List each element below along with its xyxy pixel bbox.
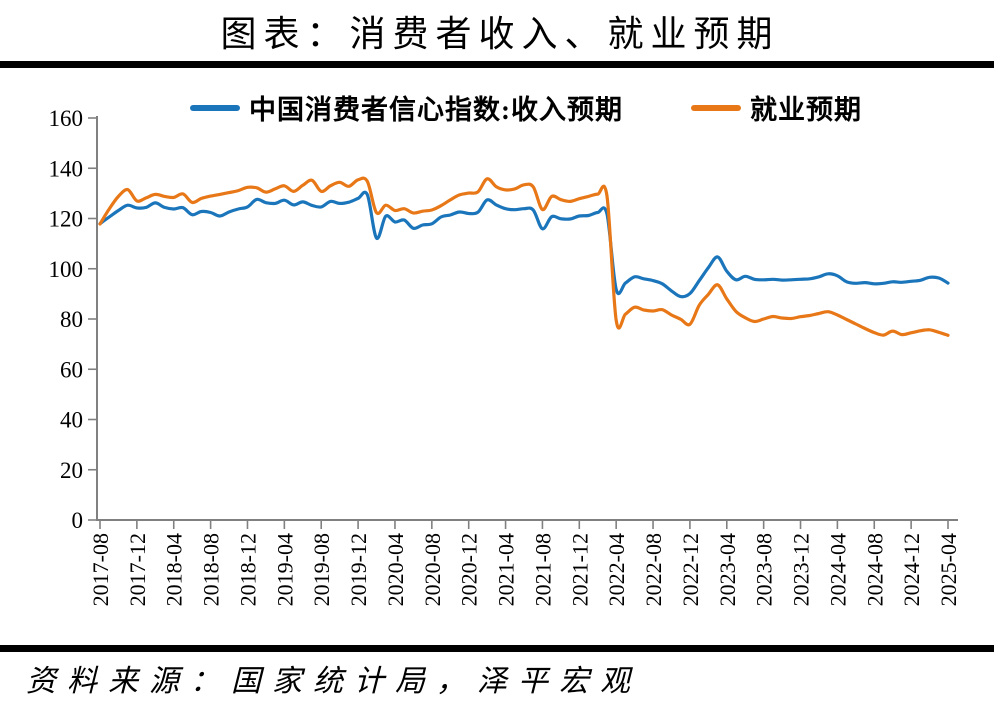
- x-tick-label: 2017-12: [125, 533, 150, 606]
- x-tick-label: 2020-04: [383, 533, 408, 606]
- x-tick-label: 2019-08: [309, 533, 334, 606]
- x-tick-label: 2022-04: [604, 533, 629, 606]
- x-tick-label: 2020-08: [420, 533, 445, 606]
- x-tick-label: 2019-12: [346, 533, 371, 606]
- y-tick-label: 120: [49, 207, 84, 232]
- top-divider: [0, 61, 994, 68]
- x-tick-label: 2021-08: [530, 533, 555, 606]
- chart-legend: 中国消费者信心指数:收入预期 就业预期: [97, 88, 955, 127]
- legend-label-employment: 就业预期: [750, 95, 862, 125]
- legend-item-employment: 就业预期: [691, 88, 862, 127]
- x-tick-label: 2017-08: [88, 533, 113, 606]
- x-tick-label: 2018-04: [162, 533, 187, 606]
- bottom-divider: [0, 645, 994, 652]
- y-tick-label: 100: [49, 257, 84, 282]
- x-tick-label: 2019-04: [272, 533, 297, 606]
- x-tick-label: 2023-04: [715, 533, 740, 606]
- x-tick-label: 2025-04: [936, 533, 961, 606]
- chart-title: 图表：消费者收入、就业预期: [220, 14, 780, 54]
- x-tick-label: 2022-12: [678, 533, 703, 606]
- y-tick-label: 40: [60, 408, 83, 433]
- x-tick-label: 2022-08: [641, 533, 666, 606]
- source-note: 资料来源：国家统计局，泽平宏观: [26, 665, 641, 698]
- series-income-expectation-line: [98, 190, 950, 299]
- series-employment-expectation-line: [98, 176, 950, 337]
- x-tick-label: 2018-12: [235, 533, 260, 606]
- x-tick-label: 2023-08: [752, 533, 777, 606]
- y-tick-label: 0: [72, 508, 84, 533]
- y-tick-label: 160: [49, 106, 84, 131]
- legend-swatch-employment-line: [691, 104, 741, 111]
- x-tick-label: 2020-12: [457, 533, 482, 606]
- x-tick-label: 2024-04: [825, 533, 850, 606]
- y-tick-label: 80: [60, 307, 83, 332]
- x-tick-label: 2021-04: [494, 533, 519, 606]
- x-tick-label: 2024-08: [862, 533, 887, 606]
- y-tick-label: 140: [49, 156, 84, 181]
- y-tick-label: 60: [60, 357, 83, 382]
- legend-label-income: 中国消费者信心指数:收入预期: [249, 95, 623, 125]
- x-tick-label: 2018-08: [199, 533, 224, 606]
- y-tick-label: 20: [60, 458, 83, 483]
- x-tick-label: 2021-12: [567, 533, 592, 606]
- legend-item-income: 中国消费者信心指数:收入预期: [190, 88, 623, 127]
- legend-swatch-income-line: [190, 104, 240, 111]
- x-tick-label: 2023-12: [789, 533, 814, 606]
- x-tick-label: 2024-12: [899, 533, 924, 606]
